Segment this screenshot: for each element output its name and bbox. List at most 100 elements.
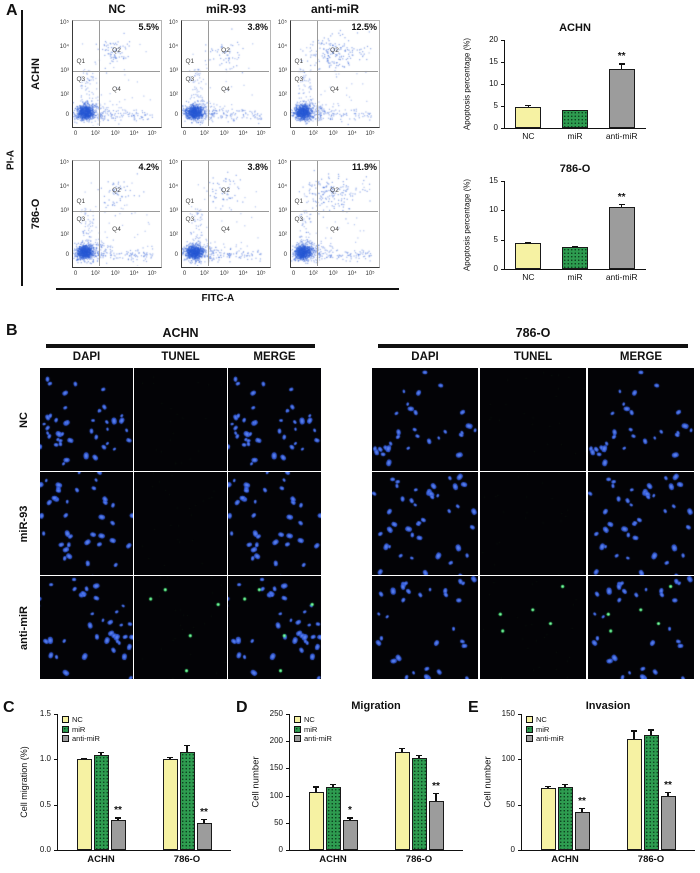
x-category-ACHN: ACHN (319, 854, 347, 865)
legend-item-miR: miR (526, 725, 564, 735)
legend-swatch-NC (294, 716, 301, 724)
error-bar (621, 63, 623, 69)
significance-marker: ** (114, 805, 122, 817)
error-bar (564, 783, 566, 787)
error-cap (579, 808, 585, 810)
micrograph-786-O-anti-miR-DAPI (372, 576, 478, 679)
bar-NC (162, 759, 178, 850)
flow-x-tick: 10⁵ (365, 271, 375, 277)
treatment-row-label-anti-miR: anti-miR (18, 605, 30, 650)
error-cap (184, 744, 190, 746)
legend-label-NC: NC (536, 715, 547, 724)
quadrant-vline (317, 161, 319, 266)
panel-a-flow-cytometry: NC miR-93 anti-miR ACHN 786-O PI-A FITC-A 10⁵ 10… (0, 0, 700, 318)
bar-anti-miR (608, 68, 635, 128)
panel-c-label: C (3, 699, 15, 716)
legend-swatch-miR (526, 725, 533, 733)
bar-NC (540, 788, 556, 850)
y-tick-mark (501, 181, 505, 182)
error-cap (665, 791, 671, 794)
chart-title: Migration (351, 700, 401, 712)
migration-count-chart: * ACHN ** 786-O 0 50 100 150 200 250 Migration Cell… (246, 700, 468, 868)
flow-plot-box: Q1 Q2 Q3 Q4 3.8% (181, 20, 271, 128)
stain-header-ACHN-DAPI: DAPI (72, 351, 101, 363)
quadrant-label-Q2: Q2 (330, 47, 339, 55)
y-tick-mark (518, 804, 522, 806)
y-tick-mark (286, 795, 290, 797)
flow-y-tick: 10⁴ (59, 184, 69, 190)
flow-y-tick: 0 (65, 252, 69, 259)
error-cap (81, 757, 87, 759)
quadrant-hline (73, 211, 160, 213)
quadrant-label-Q1: Q1 (294, 197, 304, 205)
y-axis-line (289, 714, 291, 851)
flow-x-tick: 0 (73, 131, 78, 137)
y-tick-mark (286, 850, 290, 851)
error-cap (347, 817, 353, 819)
y-axis-title: Cell number (482, 756, 494, 808)
bar-anti-miR (110, 820, 126, 850)
y-tick-label: 5 (493, 234, 498, 244)
legend-label-miR: miR (536, 724, 550, 734)
y-tick-label: 250 (269, 709, 283, 718)
bar-NC (626, 739, 642, 850)
quadrant-vline (99, 161, 101, 266)
bar-miR (411, 757, 427, 850)
flow-x-tick: 10² (200, 271, 209, 277)
x-category-NC: NC (522, 131, 535, 141)
fitc-a-axis-line (56, 288, 399, 290)
quadrant-hline (291, 211, 378, 213)
flow-y-tick: 0 (283, 252, 287, 259)
pi-a-axis-label: PI-A (5, 150, 17, 170)
flow-scatter-786-O-anti-miR (291, 161, 378, 266)
error-bar (418, 754, 420, 758)
x-category-miR: miR (567, 131, 583, 141)
error-bar (315, 786, 317, 792)
flow-x-tick: 10³ (110, 271, 120, 277)
flow-y-tick: 10³ (60, 67, 69, 74)
flow-x-tick: 0 (182, 131, 187, 137)
y-tick-mark (286, 741, 290, 743)
micrograph-ACHN-miR-93-DAPI (40, 472, 133, 575)
invasion-count-chart: ** ACHN ** 786-O 0 50 100 150 Invasion Cell numbe… (478, 700, 700, 868)
flow-y-tick: 10⁴ (168, 44, 178, 50)
error-bar (435, 792, 437, 802)
x-axis-line (57, 850, 231, 852)
panel-d-label: D (236, 699, 248, 716)
error-cap (572, 246, 578, 248)
flow-y-tick: 10² (60, 231, 69, 238)
flow-y-tick: 0 (283, 112, 287, 119)
flow-row-label-786-O: 786-O (30, 198, 42, 230)
flow-x-tick: 10⁴ (129, 271, 139, 277)
stain-header-ACHN-MERGE: MERGE (253, 351, 296, 363)
flow-x-tick: 10⁴ (238, 131, 248, 137)
error-bar (667, 791, 669, 796)
treatment-row-label-miR-93: miR-93 (18, 505, 30, 542)
micrograph-786-O-NC-DAPI (372, 368, 478, 471)
bar-miR (557, 786, 573, 850)
apoptosis-percent-786-O-NC: 4.2% (138, 162, 159, 172)
y-tick-mark (501, 40, 505, 41)
flow-y-tick: 10² (169, 91, 178, 98)
error-cap (98, 752, 104, 754)
flow-y-tick: 10³ (60, 207, 69, 214)
y-tick-mark (501, 239, 505, 241)
micrograph-ACHN-anti-miR-TUNEL (134, 576, 227, 679)
x-axis-line (504, 269, 646, 271)
y-tick-label: 0 (510, 845, 515, 854)
significance-marker: ** (664, 779, 672, 791)
group-title-ACHN: ACHN (162, 326, 199, 340)
y-tick-mark (518, 850, 522, 851)
legend-swatch-miR (62, 725, 69, 733)
legend-item-miR: miR (294, 725, 332, 735)
bar-NC (76, 759, 92, 850)
flow-x-tick: 10⁵ (256, 131, 266, 137)
quadrant-label-Q3: Q3 (76, 215, 86, 223)
flow-y-tick: 10⁵ (59, 20, 69, 27)
flow-y-tick: 10³ (278, 67, 287, 74)
bar-NC (394, 752, 410, 850)
flow-x-tick: 10⁵ (256, 271, 266, 277)
x-category-ACHN: ACHN (87, 854, 115, 865)
flow-y-tick: 10³ (278, 207, 287, 214)
flow-y-tick: 10⁵ (277, 160, 287, 167)
